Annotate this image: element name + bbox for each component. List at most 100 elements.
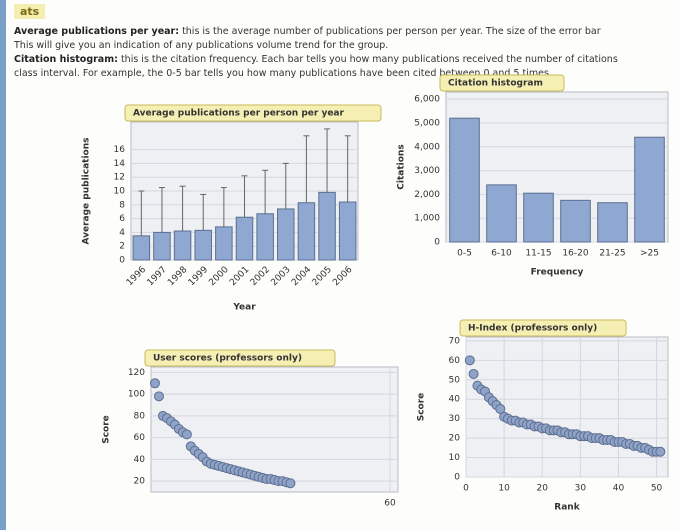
paragraph: Average publications per year: this is t… xyxy=(14,26,601,37)
point xyxy=(181,429,192,440)
bar xyxy=(297,202,316,261)
y-tick-label: 0 xyxy=(119,256,125,266)
y-tick-label: 70 xyxy=(449,336,461,346)
point xyxy=(655,446,666,457)
x-tick-label: 21-25 xyxy=(599,249,625,259)
y-tick-label: 10 xyxy=(449,453,461,463)
y-axis-label: Citations xyxy=(397,144,407,189)
bar xyxy=(256,213,274,261)
y-tick-label: 100 xyxy=(128,390,145,400)
x-tick-label: 50 xyxy=(651,484,663,494)
y-tick-label: 120 xyxy=(128,368,145,378)
y-tick-label: 80 xyxy=(134,411,146,421)
chart-title: Average publications per person per year xyxy=(133,109,344,119)
y-tick-label: 3,000 xyxy=(414,166,440,176)
section-heading: ats xyxy=(14,4,46,19)
bar xyxy=(153,231,171,261)
text: this is the average number of publicatio… xyxy=(182,26,601,37)
x-tick-label: 11-15 xyxy=(525,249,551,259)
bar xyxy=(173,230,192,261)
bar xyxy=(449,117,480,243)
x-tick-label: 16-20 xyxy=(562,249,588,259)
x-tick-label: 60 xyxy=(384,499,396,509)
x-tick-label: >25 xyxy=(640,249,659,259)
title-tab xyxy=(144,349,336,367)
y-tick-label: 12 xyxy=(114,173,125,183)
bar xyxy=(338,201,357,261)
charts: Average publications per person per year… xyxy=(82,74,669,513)
y-tick-label: 5,000 xyxy=(414,118,440,128)
bar xyxy=(235,216,254,261)
bar xyxy=(132,235,151,261)
x-tick-label: 1998 xyxy=(166,265,189,288)
term: Average publications per year: xyxy=(14,26,180,37)
x-tick-label: 1997 xyxy=(146,265,169,288)
x-tick-label: 2002 xyxy=(249,265,272,288)
y-tick-label: 40 xyxy=(449,395,461,405)
x-axis-label: Rank xyxy=(554,503,580,513)
title-tab xyxy=(439,74,565,92)
y-axis-label: Average publications xyxy=(82,137,92,244)
chart-title: Citation histogram xyxy=(448,79,543,89)
y-tick-label: 6 xyxy=(119,214,125,224)
y-tick-label: 1,000 xyxy=(414,214,440,224)
x-tick-label: 1996 xyxy=(125,265,148,288)
y-axis-label: Score xyxy=(417,393,427,422)
bar xyxy=(486,184,517,243)
paragraph: class interval. For example, the 0-5 bar… xyxy=(14,68,552,79)
x-tick-label: 0 xyxy=(463,484,469,494)
bar xyxy=(318,191,336,261)
point xyxy=(468,368,479,379)
y-tick-label: 50 xyxy=(449,375,461,385)
y-tick-label: 2,000 xyxy=(414,190,440,200)
y-tick-label: 8 xyxy=(119,200,125,210)
y-tick-label: 40 xyxy=(134,455,146,465)
text: this is the citation frequency. Each bar… xyxy=(120,54,618,65)
y-tick-label: 60 xyxy=(134,433,146,443)
paragraph: Citation histogram: this is the citation… xyxy=(14,54,618,65)
x-tick-label: 2006 xyxy=(331,265,354,288)
x-tick-label: 6-10 xyxy=(491,249,512,259)
chart-title: User scores (professors only) xyxy=(153,354,302,364)
x-tick-label: 1999 xyxy=(187,265,210,288)
plot-area xyxy=(150,366,399,493)
x-tick-label: 2004 xyxy=(290,265,313,288)
x-tick-label: 2005 xyxy=(311,265,334,288)
y-tick-label: 10 xyxy=(114,187,126,197)
bar xyxy=(597,202,628,243)
title-tab xyxy=(459,319,627,337)
x-tick-label: 40 xyxy=(613,484,625,494)
bar xyxy=(277,208,295,261)
title-tab xyxy=(124,104,382,122)
x-tick-label: 2000 xyxy=(207,265,230,288)
bar xyxy=(215,226,233,261)
point xyxy=(153,391,164,402)
x-axis-label: Frequency xyxy=(531,268,584,278)
x-tick-label: 0-5 xyxy=(457,249,472,259)
point xyxy=(285,478,296,489)
bar xyxy=(194,229,212,261)
bar xyxy=(634,136,665,243)
x-axis-label: Year xyxy=(232,303,256,313)
y-tick-label: 2 xyxy=(119,242,125,252)
bar xyxy=(523,192,554,243)
x-tick-label: 30 xyxy=(575,484,587,494)
paragraph: This will give you an indication of any … xyxy=(14,40,388,51)
term: Citation histogram: xyxy=(14,54,118,65)
y-tick-label: 4,000 xyxy=(414,142,440,152)
x-tick-label: 2003 xyxy=(269,265,292,288)
x-tick-label: 10 xyxy=(498,484,510,494)
y-axis-label: Score xyxy=(102,415,112,444)
chart-title: H-Index (professors only) xyxy=(468,324,597,334)
y-tick-label: 20 xyxy=(134,477,146,487)
x-tick-label: 2001 xyxy=(228,265,251,288)
y-tick-label: 4 xyxy=(119,228,125,238)
y-tick-label: 20 xyxy=(449,434,461,444)
y-tick-label: 60 xyxy=(449,356,461,366)
x-tick-label: 20 xyxy=(536,484,548,494)
y-tick-label: 14 xyxy=(114,159,126,169)
y-tick-label: 0 xyxy=(434,238,440,248)
point xyxy=(149,378,160,389)
text: class interval. For example, the 0-5 bar… xyxy=(14,68,552,79)
